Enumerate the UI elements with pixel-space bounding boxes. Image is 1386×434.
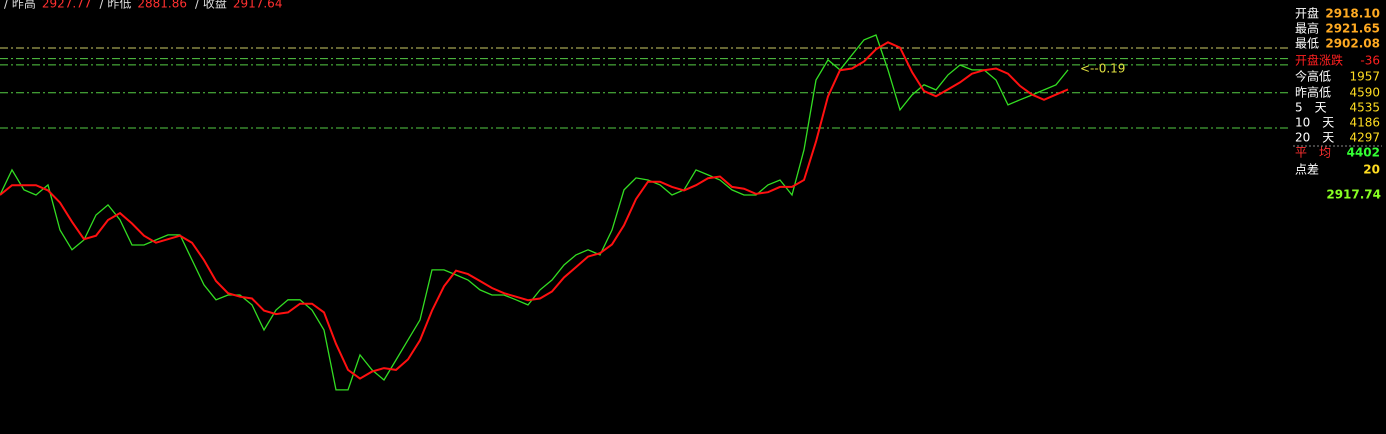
panel-label: 最高 <box>1295 21 1319 36</box>
header-value: 2917.64 <box>233 0 283 11</box>
annotation: <--0.19 <box>1080 62 1125 76</box>
panel-label: 平 均 <box>1295 146 1331 160</box>
panel-value: 4590 <box>1349 86 1380 100</box>
panel-label: 最低 <box>1295 37 1319 51</box>
panel-value: 2902.08 <box>1325 37 1380 51</box>
panel-label: 20 天 <box>1295 131 1334 145</box>
panel-value: 1957 <box>1349 70 1380 84</box>
panel-label: 10 天 <box>1295 116 1334 130</box>
plot-area: <--0.19 <box>0 34 1290 391</box>
header-label: / 昨低 <box>99 0 131 11</box>
price-line <box>0 34 1069 391</box>
average-line <box>0 41 1069 380</box>
panel-value: 2918.10 <box>1325 7 1380 21</box>
header-value: 2881.86 <box>137 0 187 11</box>
panel-value: 20 <box>1363 163 1380 177</box>
header-label: / 昨高 <box>4 0 36 11</box>
panel-value: 4186 <box>1349 116 1380 130</box>
panel-label: 昨高低 <box>1295 85 1331 100</box>
panel-label: 5 天 <box>1295 101 1327 115</box>
panel-label: 点差 <box>1295 163 1319 177</box>
panel-value: 4297 <box>1349 131 1380 145</box>
last-price: 2917.74 <box>1326 188 1381 202</box>
panel-value: 2921.65 <box>1325 22 1380 36</box>
header-label: / 收盘 <box>195 0 227 11</box>
panel-value: -36 <box>1360 54 1380 68</box>
header-value: 2927.77 <box>42 0 92 11</box>
panel-label: 今高低 <box>1295 69 1331 84</box>
panel-value: 4535 <box>1349 101 1380 115</box>
panel-label: 开盘 <box>1295 6 1319 21</box>
panel-value: 4402 <box>1347 146 1380 160</box>
info-panel: / 昨高 2927.77 / 昨低 2881.86 / 收盘 2917.64 开盘 2918.… <box>4 0 1382 202</box>
panel-label: 开盘涨跌 <box>1295 53 1343 68</box>
